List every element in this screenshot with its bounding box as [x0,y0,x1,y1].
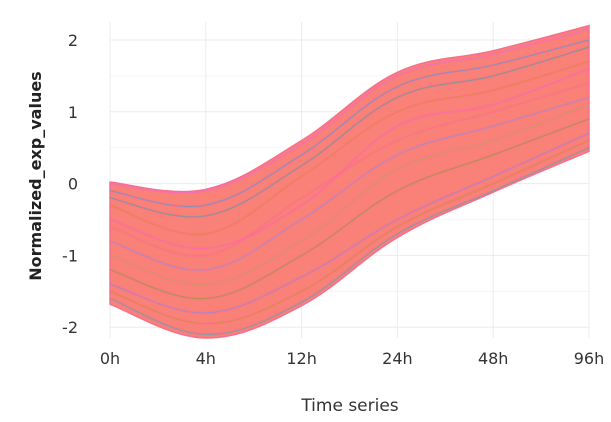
series-line [109,96,590,271]
series-line [109,104,590,285]
series-line [109,39,590,208]
x-tick-label: 12h [286,349,317,368]
series-line-tint [109,146,590,336]
series-line [109,118,590,300]
series-line-tint [109,131,590,315]
series-line-tint [109,95,590,272]
series-line [109,68,590,249]
x-tick-label: 4h [196,349,216,368]
y-tick-label: 1 [68,103,78,122]
y-tick-label: 2 [68,31,78,50]
series-line [109,82,590,257]
series-line-tint [109,38,590,208]
x-tick-label: 48h [478,349,509,368]
series-line-tint [109,117,590,301]
series-line [109,60,590,236]
series-lines [109,27,590,336]
y-tick-label: -2 [62,318,78,337]
y-tick-label: -1 [62,246,78,265]
series-line-tint [109,139,590,326]
series-line-tint [109,27,590,195]
series-line [109,147,590,336]
band-area [109,24,590,339]
series-line-tint [109,45,590,219]
band-fill [109,24,590,339]
series-line-tint [109,81,590,258]
x-tick-label: 0h [100,349,120,368]
y-tick-labels: -2 -1 0 1 2 [62,31,78,337]
x-tick-label: 96h [574,349,605,368]
series-line [109,28,590,194]
x-axis-title: Time series [300,396,398,416]
series-line [109,139,590,325]
series-line-tint [109,103,590,286]
series-line [109,132,590,314]
series-line-tint [109,67,590,250]
x-tick-label: 24h [382,349,413,368]
y-axis-title: Normalized_exp_values [26,71,45,280]
series-line [109,46,590,218]
series-line-tint [109,60,590,236]
x-tick-labels: 0h 4h 12h 24h 48h 96h [100,349,604,368]
y-tick-label: 0 [68,175,78,194]
